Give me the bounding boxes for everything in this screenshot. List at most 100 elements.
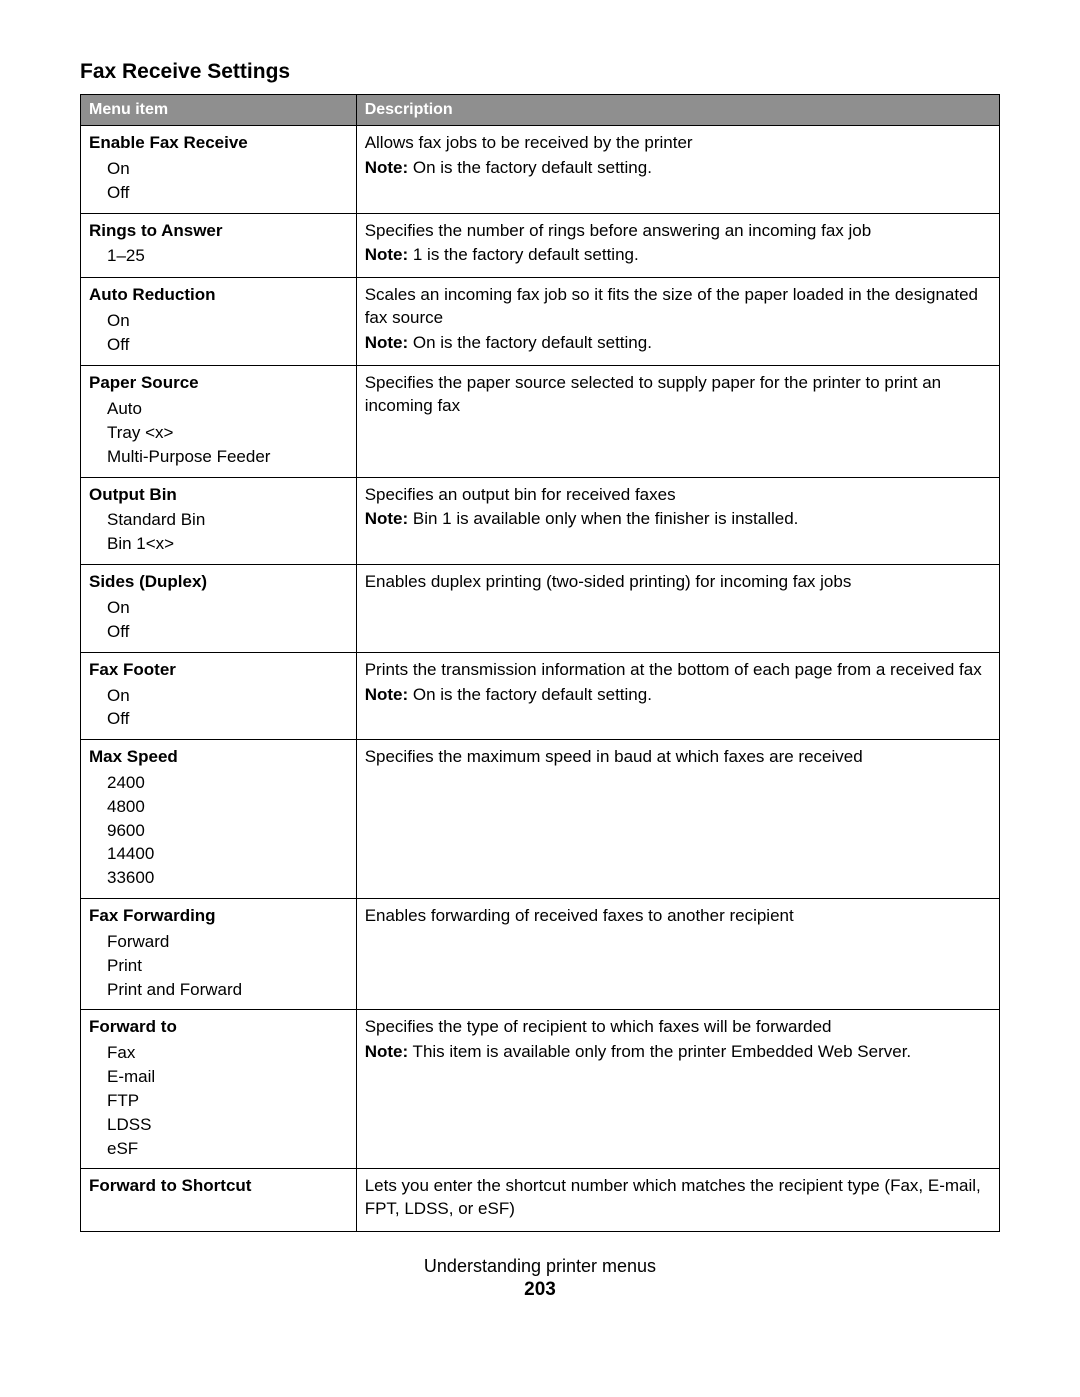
menu-item-title: Fax Forwarding xyxy=(89,905,348,928)
note-text: On is the factory default setting. xyxy=(408,158,652,177)
description-text: Lets you enter the shortcut number which… xyxy=(365,1175,991,1221)
description-cell: Specifies an output bin for received fax… xyxy=(356,477,999,565)
menu-item-cell: Sides (Duplex)OnOff xyxy=(81,565,357,653)
page-footer: Understanding printer menus 203 xyxy=(80,1256,1000,1301)
description-cell: Lets you enter the shortcut number which… xyxy=(356,1169,999,1232)
description-text: Specifies an output bin for received fax… xyxy=(365,484,991,507)
table-row: Sides (Duplex)OnOffEnables duplex printi… xyxy=(81,565,1000,653)
menu-item-cell: Auto ReductionOnOff xyxy=(81,278,357,366)
note-text: On is the factory default setting. xyxy=(408,685,652,704)
menu-item-option: Fax xyxy=(107,1041,348,1065)
description-note: Note: 1 is the factory default setting. xyxy=(365,244,991,267)
description-cell: Specifies the paper source selected to s… xyxy=(356,366,999,477)
menu-item-title: Max Speed xyxy=(89,746,348,769)
menu-item-option: LDSS xyxy=(107,1113,348,1137)
note-label: Note: xyxy=(365,333,408,352)
menu-item-option: Forward xyxy=(107,930,348,954)
table-row: Fax ForwardingForwardPrintPrint and Forw… xyxy=(81,899,1000,1010)
menu-item-title: Rings to Answer xyxy=(89,220,348,243)
menu-item-title: Auto Reduction xyxy=(89,284,348,307)
menu-item-option: 33600 xyxy=(107,866,348,890)
table-row: Fax FooterOnOff Prints the transmission i… xyxy=(81,652,1000,740)
note-text: This item is available only from the pri… xyxy=(408,1042,911,1061)
menu-item-options: Standard BinBin 1<x> xyxy=(89,508,348,556)
note-label: Note: xyxy=(365,158,408,177)
description-cell: Enables duplex printing (two-sided print… xyxy=(356,565,999,653)
menu-item-cell: Enable Fax ReceiveOnOff xyxy=(81,126,357,214)
menu-item-title: Output Bin xyxy=(89,484,348,507)
menu-item-title: Paper Source xyxy=(89,372,348,395)
menu-item-options: FaxE-mailFTPLDSSeSF xyxy=(89,1041,348,1160)
menu-item-cell: Output BinStandard BinBin 1<x> xyxy=(81,477,357,565)
note-text: Bin 1 is available only when the finishe… xyxy=(408,509,798,528)
table-row: Rings to Answer1–25Specifies the number … xyxy=(81,213,1000,278)
menu-item-cell: Rings to Answer1–25 xyxy=(81,213,357,278)
menu-item-option: 9600 xyxy=(107,819,348,843)
description-note: Note: On is the factory default setting. xyxy=(365,332,991,355)
menu-item-options: OnOff xyxy=(89,309,348,357)
menu-item-cell: Fax FooterOnOff xyxy=(81,652,357,740)
description-text: Enables forwarding of received faxes to … xyxy=(365,905,991,928)
menu-item-option: 1–25 xyxy=(107,244,348,268)
menu-item-title: Forward to Shortcut xyxy=(89,1175,348,1198)
table-row: Forward toFaxE-mailFTPLDSSeSFSpecifies t… xyxy=(81,1010,1000,1169)
menu-item-options: AutoTray <x>Multi-Purpose Feeder xyxy=(89,397,348,468)
description-cell: Allows fax jobs to be received by the pr… xyxy=(356,126,999,214)
menu-item-options: 2400480096001440033600 xyxy=(89,771,348,890)
description-note: Note: This item is available only from t… xyxy=(365,1041,991,1064)
description-cell: Specifies the type of recipient to which… xyxy=(356,1010,999,1169)
header-menu-item: Menu item xyxy=(81,95,357,126)
menu-item-option: Standard Bin xyxy=(107,508,348,532)
menu-item-option: Off xyxy=(107,333,348,357)
description-note: Note: On is the factory default setting. xyxy=(365,684,991,707)
menu-item-option: Off xyxy=(107,707,348,731)
description-text: Prints the transmission information at t… xyxy=(365,659,991,682)
menu-item-cell: Max Speed2400480096001440033600 xyxy=(81,740,357,899)
menu-item-option: Bin 1<x> xyxy=(107,532,348,556)
settings-table: Menu item Description Enable Fax Receive… xyxy=(80,94,1000,1232)
menu-item-option: Print xyxy=(107,954,348,978)
note-label: Note: xyxy=(365,1042,408,1061)
table-row: Auto ReductionOnOffScales an incoming fa… xyxy=(81,278,1000,366)
description-cell: Specifies the number of rings before ans… xyxy=(356,213,999,278)
menu-item-option: On xyxy=(107,596,348,620)
menu-item-option: E-mail xyxy=(107,1065,348,1089)
description-cell: Specifies the maximum speed in baud at w… xyxy=(356,740,999,899)
menu-item-options: OnOff xyxy=(89,157,348,205)
menu-item-option: Off xyxy=(107,620,348,644)
menu-item-option: Tray <x> xyxy=(107,421,348,445)
menu-item-option: eSF xyxy=(107,1137,348,1161)
page-number: 203 xyxy=(80,1279,1000,1301)
menu-item-cell: Paper SourceAutoTray <x>Multi-Purpose Fe… xyxy=(81,366,357,477)
menu-item-option: 4800 xyxy=(107,795,348,819)
note-text: 1 is the factory default setting. xyxy=(408,245,639,264)
menu-item-options: 1–25 xyxy=(89,244,348,268)
menu-item-option: 2400 xyxy=(107,771,348,795)
table-row: Output BinStandard BinBin 1<x> Specifies … xyxy=(81,477,1000,565)
menu-item-option: Auto xyxy=(107,397,348,421)
description-text: Specifies the paper source selected to s… xyxy=(365,372,991,418)
description-cell: Scales an incoming fax job so it fits th… xyxy=(356,278,999,366)
table-row: Forward to Shortcut Lets you enter the sh… xyxy=(81,1169,1000,1232)
menu-item-title: Sides (Duplex) xyxy=(89,571,348,594)
menu-item-title: Enable Fax Receive xyxy=(89,132,348,155)
menu-item-cell: Forward to Shortcut xyxy=(81,1169,357,1232)
note-text: On is the factory default setting. xyxy=(408,333,652,352)
description-note: Note: Bin 1 is available only when the f… xyxy=(365,508,991,531)
description-cell: Enables forwarding of received faxes to … xyxy=(356,899,999,1010)
description-text: Scales an incoming fax job so it fits th… xyxy=(365,284,991,330)
menu-item-option: 14400 xyxy=(107,842,348,866)
table-row: Max Speed2400480096001440033600Specifies… xyxy=(81,740,1000,899)
note-label: Note: xyxy=(365,245,408,264)
menu-item-title: Forward to xyxy=(89,1016,348,1039)
menu-item-options: OnOff xyxy=(89,596,348,644)
footer-text: Understanding printer menus xyxy=(80,1256,1000,1277)
note-label: Note: xyxy=(365,509,408,528)
table-row: Enable Fax ReceiveOnOffAllows fax jobs t… xyxy=(81,126,1000,214)
section-title: Fax Receive Settings xyxy=(80,60,1000,84)
table-row: Paper SourceAutoTray <x>Multi-Purpose Fe… xyxy=(81,366,1000,477)
menu-item-option: Off xyxy=(107,181,348,205)
menu-item-title: Fax Footer xyxy=(89,659,348,682)
description-cell: Prints the transmission information at t… xyxy=(356,652,999,740)
description-note: Note: On is the factory default setting. xyxy=(365,157,991,180)
